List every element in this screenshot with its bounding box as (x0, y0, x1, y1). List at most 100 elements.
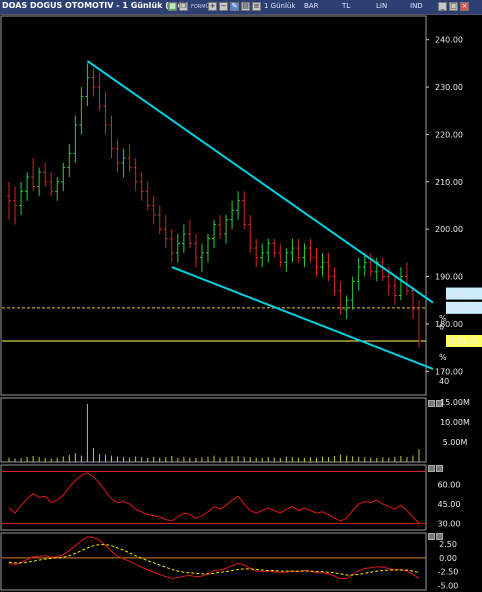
currency-selector[interactable]: TL (342, 2, 351, 10)
price-bar (55, 177, 60, 201)
chart-type-selector[interactable]: BAR (304, 2, 319, 10)
price-tag-label: 183.40 (450, 304, 478, 313)
macd-panel-close-icon[interactable] (436, 533, 443, 540)
side-mark: % (439, 314, 447, 323)
price-panel-frame (0, 15, 427, 396)
rsi-panel-menu-icon[interactable] (428, 465, 435, 472)
volume-panel[interactable]: 15.00M 10.00M 5.00M (0, 397, 470, 463)
price-bar (205, 233, 210, 263)
macd-panel-menu-icon[interactable] (428, 533, 435, 540)
price-bar (362, 252, 367, 277)
price-bar (181, 224, 186, 253)
period-selector[interactable]: 1 Günlük (264, 2, 296, 10)
price-bar (404, 262, 409, 296)
price-bar (7, 181, 12, 220)
price-tick-label: 240.00 (435, 36, 463, 45)
volume-tick-label: 15.00M (440, 398, 470, 407)
price-bar (85, 63, 90, 107)
price-bar (272, 238, 277, 258)
price-bar (121, 148, 126, 178)
price-bar (19, 181, 24, 215)
price-bar (43, 162, 48, 187)
price-bar (127, 143, 132, 173)
zoom-out-icon[interactable]: − (219, 2, 228, 11)
price-bar (199, 243, 204, 272)
side-mark: 40 (439, 377, 449, 386)
macd-tick-label: -2.50 (438, 568, 459, 577)
price-bar (61, 162, 66, 192)
brush-icon[interactable]: ✎ (230, 2, 239, 11)
price-tick-label: 190.00 (435, 273, 463, 282)
price-bar (236, 191, 241, 220)
chart-icon[interactable]: ▤ (241, 2, 250, 11)
volume-panel-menu-icon[interactable] (428, 400, 435, 407)
grid-icon[interactable]: ▦ (168, 2, 177, 11)
price-bar (308, 238, 313, 263)
copy-icon[interactable]: ❐ (179, 2, 188, 11)
close-icon[interactable]: × (460, 2, 469, 11)
price-bar (151, 196, 156, 225)
rsi-panel[interactable]: 60.00 45.00 30.00 (0, 464, 461, 531)
price-bar (254, 238, 259, 268)
price-bar (302, 243, 307, 268)
ruler-icon[interactable]: ≡ (252, 2, 261, 11)
price-bar (248, 214, 253, 253)
price-bar (133, 158, 138, 192)
price-bar (284, 248, 289, 272)
price-bar (398, 267, 403, 301)
price-tag: 183.40 (446, 301, 482, 314)
trendline (86, 60, 434, 304)
price-tick-label: 170.00 (435, 367, 463, 376)
macd-tick-label: 0.00 (439, 554, 457, 563)
price-bar (368, 252, 373, 277)
indicator-selector[interactable]: IND (410, 2, 423, 10)
rsi-panel-close-icon[interactable] (436, 465, 443, 472)
price-bar (175, 233, 180, 263)
macd-panel-frame (0, 532, 427, 591)
macd-line (8, 536, 420, 580)
rsi-line (8, 472, 420, 524)
price-tag: 176.40 (446, 334, 482, 347)
price-panel[interactable]: 240.00 230.00 220.00 210.00 200.00 190.00 180.… (0, 15, 482, 396)
price-bar (266, 238, 271, 263)
price-bar (416, 300, 421, 348)
zoom-in-icon[interactable]: + (208, 2, 217, 11)
formula-field[interactable]: FORMÜL (191, 4, 213, 10)
price-bar (356, 257, 361, 291)
window-title: DOAS DOGUS OTOMOTIV - 1 Günlük (.1d) (2, 1, 187, 10)
price-tick-label: 230.00 (435, 83, 463, 92)
side-mark: % (439, 353, 447, 362)
price-bar (25, 172, 30, 201)
price-tag: 186.41 (446, 287, 482, 300)
macd-panel[interactable]: 2.50 0.00 -2.50 -5.00 (0, 532, 459, 591)
price-bar (67, 143, 72, 178)
price-bar (392, 276, 397, 305)
rsi-tick-label: 60.00 (438, 481, 461, 490)
price-bar (242, 191, 247, 230)
price-bar (91, 68, 96, 97)
price-bar (109, 115, 114, 159)
price-tick-label: 200.00 (435, 225, 463, 234)
price-bar (37, 167, 42, 197)
price-bar (193, 233, 198, 268)
side-mark: 6 (439, 323, 444, 332)
macd-tick-label: -5.00 (438, 581, 459, 590)
price-bar (296, 238, 301, 263)
minimize-icon[interactable]: _ (438, 2, 447, 11)
price-tick-label: 220.00 (435, 130, 463, 139)
price-bar (332, 267, 337, 296)
volume-panel-close-icon[interactable] (436, 400, 443, 407)
chart-canvas[interactable]: 240.00 230.00 220.00 210.00 200.00 190.00 180.… (0, 15, 482, 592)
price-tick-label: 180.00 (435, 320, 463, 329)
price-tag-box (446, 301, 482, 314)
price-bar (224, 214, 229, 244)
maximize-icon[interactable]: □ (449, 2, 458, 11)
scale-selector[interactable]: LIN (376, 2, 388, 10)
price-tag-box (446, 334, 482, 347)
price-bar (31, 158, 36, 192)
price-bar (326, 252, 331, 282)
price-bar (97, 72, 102, 111)
price-bar (320, 252, 325, 277)
price-tag-label: 176.40 (450, 337, 478, 346)
price-bar (314, 248, 319, 277)
